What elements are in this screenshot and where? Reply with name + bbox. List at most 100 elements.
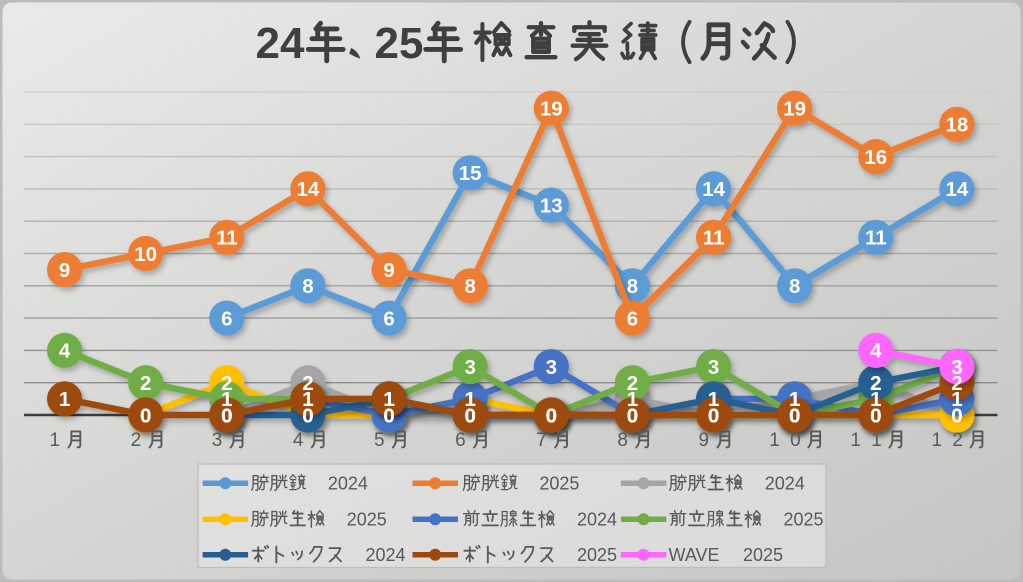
svg-text:2: 2 [140,372,151,395]
svg-text:8: 8 [464,275,475,298]
svg-text:2025: 2025 [539,474,579,494]
svg-text:1: 1 [870,388,881,411]
svg-text:2025: 2025 [347,510,387,530]
svg-text:0: 0 [627,404,638,427]
svg-text:6: 6 [455,430,466,451]
svg-text:1: 1 [464,388,475,411]
svg-text:1: 1 [50,430,61,451]
svg-text:0: 0 [383,404,394,427]
svg-text:0: 0 [221,404,232,427]
svg-text:0: 0 [627,404,638,427]
svg-text:9: 9 [699,430,710,451]
svg-text:0: 0 [546,404,557,427]
svg-text:0: 0 [789,404,800,427]
svg-text:3: 3 [708,356,719,379]
svg-text:9: 9 [59,259,70,282]
svg-text:0: 0 [870,404,881,427]
svg-text:19: 19 [783,98,806,121]
svg-text:0: 0 [951,404,962,427]
svg-text:0: 0 [464,404,475,427]
svg-text:2024: 2024 [577,510,617,530]
svg-text:0: 0 [870,404,881,427]
svg-text:1: 1 [769,430,780,451]
svg-text:0: 0 [790,430,801,451]
svg-text:15: 15 [459,162,482,185]
svg-text:1: 1 [383,388,394,411]
svg-text:0: 0 [546,404,557,427]
svg-text:2025: 2025 [784,510,824,530]
svg-text:14: 14 [945,178,968,201]
svg-text:0: 0 [546,404,557,427]
svg-text:2025: 2025 [577,545,617,565]
svg-text:0: 0 [870,404,881,427]
svg-text:1: 1 [951,388,962,411]
svg-text:0: 0 [302,404,313,427]
svg-text:1: 1 [708,388,719,411]
svg-text:7: 7 [536,430,547,451]
svg-text:1: 1 [789,388,800,411]
svg-text:1: 1 [383,388,394,411]
svg-text:1: 1 [221,388,232,411]
svg-text:2: 2 [870,372,881,395]
svg-text:2: 2 [302,372,313,395]
svg-text:2: 2 [952,430,963,451]
svg-text:1: 1 [627,388,638,411]
svg-text:2: 2 [870,372,881,395]
svg-text:3: 3 [546,356,557,379]
svg-text:24: 24 [256,19,305,68]
svg-text:1: 1 [302,388,313,411]
svg-text:1: 1 [383,388,394,411]
svg-text:3: 3 [951,356,962,379]
svg-text:11: 11 [703,227,725,250]
svg-text:10: 10 [134,243,157,266]
svg-text:1: 1 [708,388,719,411]
svg-text:2: 2 [951,372,962,395]
svg-text:0: 0 [140,404,151,427]
svg-text:2024: 2024 [328,474,368,494]
svg-text:8: 8 [302,275,313,298]
svg-text:3: 3 [464,356,475,379]
svg-text:0: 0 [221,404,232,427]
svg-text:9: 9 [383,259,394,282]
svg-text:6: 6 [627,307,638,330]
svg-text:0: 0 [464,404,475,427]
svg-text:6: 6 [383,307,394,330]
svg-text:1: 1 [871,430,882,451]
svg-text:3: 3 [212,430,223,451]
svg-text:11: 11 [865,227,887,250]
svg-text:0: 0 [708,404,719,427]
svg-text:0: 0 [708,404,719,427]
svg-text:WAVE: WAVE [669,545,720,565]
svg-text:0: 0 [627,404,638,427]
svg-text:3: 3 [951,356,962,379]
svg-text:0: 0 [789,404,800,427]
svg-text:0: 0 [221,404,232,427]
svg-text:8: 8 [789,275,800,298]
svg-text:6: 6 [221,307,232,330]
svg-text:4: 4 [293,430,304,451]
svg-text:1: 1 [302,388,313,411]
svg-text:2: 2 [627,372,638,395]
svg-text:11: 11 [216,227,238,250]
svg-text:0: 0 [789,404,800,427]
svg-text:18: 18 [945,114,968,137]
svg-text:0: 0 [464,404,475,427]
svg-text:1: 1 [302,388,313,411]
svg-text:0: 0 [951,404,962,427]
svg-text:8: 8 [627,275,638,298]
svg-text:13: 13 [540,194,563,217]
svg-text:1: 1 [850,430,861,451]
svg-text:8: 8 [617,430,628,451]
svg-text:1: 1 [932,430,943,451]
svg-text:2: 2 [221,372,232,395]
svg-text:14: 14 [702,178,725,201]
svg-text:0: 0 [140,404,151,427]
svg-text:0: 0 [789,404,800,427]
svg-text:5: 5 [374,430,385,451]
svg-text:25: 25 [375,19,424,68]
svg-text:4: 4 [59,340,71,363]
svg-text:3: 3 [951,356,962,379]
svg-text:0: 0 [546,404,557,427]
svg-text:0: 0 [708,404,719,427]
svg-text:16: 16 [864,146,887,169]
